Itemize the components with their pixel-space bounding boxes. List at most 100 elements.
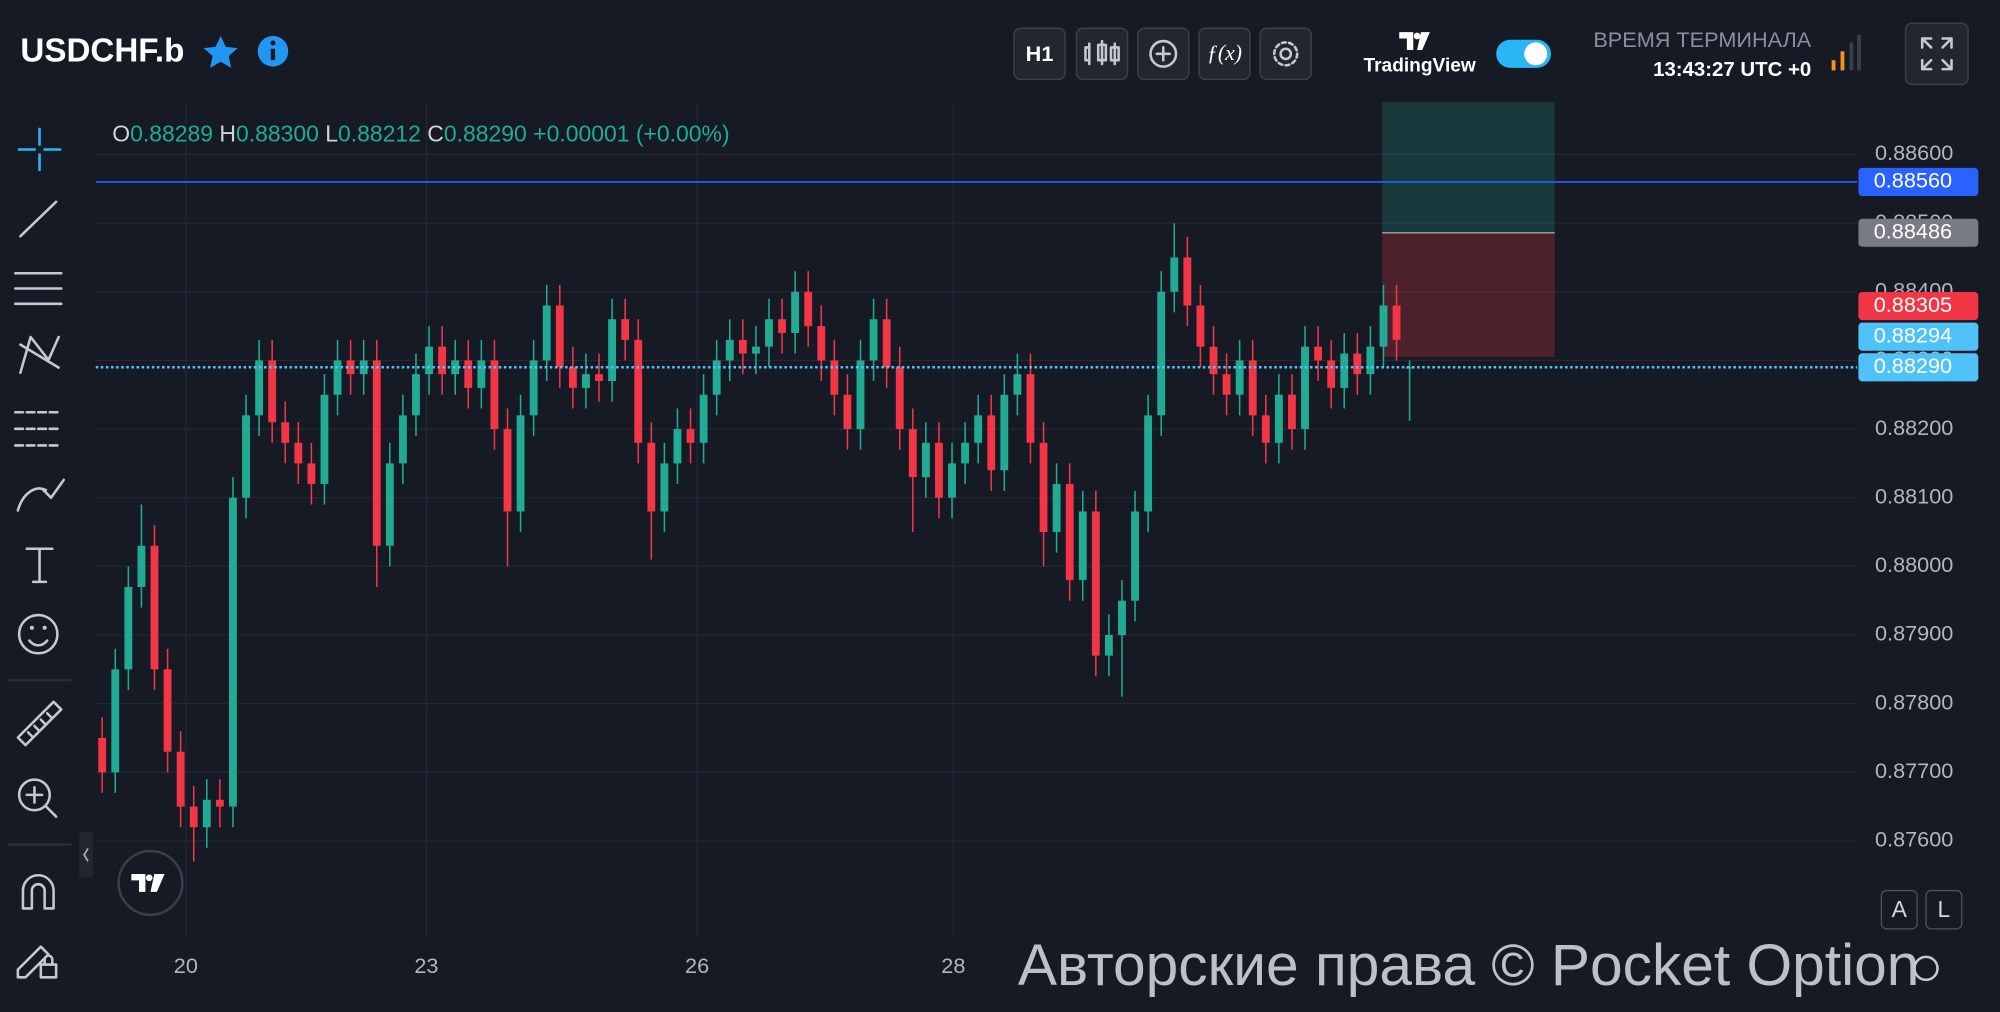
candle-body — [1235, 360, 1244, 395]
candle-body — [1261, 415, 1270, 443]
crosshair-tool[interactable] — [17, 127, 62, 172]
candle-body — [1327, 360, 1336, 388]
candle-body — [372, 360, 381, 546]
scale-button[interactable] — [1880, 889, 1918, 930]
price-tag — [1858, 353, 1979, 382]
fullscreen-button[interactable] — [1904, 22, 1969, 86]
candle-body — [830, 360, 839, 395]
tv-badge[interactable] — [117, 849, 184, 917]
candle-body — [961, 442, 970, 464]
candle-body — [137, 545, 146, 587]
info-icon[interactable] — [257, 35, 289, 67]
terminal-label: ВРЕМЯ ТЕРМИНАЛА — [1593, 27, 1811, 52]
price-tag-label: 0.88290 — [1874, 353, 1952, 378]
candle-body — [359, 360, 368, 375]
chart-type-button[interactable] — [1075, 27, 1129, 81]
candle-body — [895, 367, 904, 430]
interval-button[interactable]: H1 — [1013, 27, 1066, 81]
candle-body — [1248, 360, 1257, 416]
interval: H1 — [1026, 41, 1054, 66]
candle-body — [1301, 346, 1309, 430]
candle-body — [1104, 635, 1113, 656]
lock-tool[interactable] — [16, 945, 58, 979]
lines-tool[interactable] — [14, 271, 63, 306]
position-stop-zone — [1382, 232, 1555, 357]
candle-body — [935, 442, 943, 498]
candle-body — [189, 806, 198, 828]
scale-button[interactable] — [1925, 889, 1963, 930]
y-tick-label: 0.87700 — [1875, 758, 1953, 783]
candle-body — [268, 360, 277, 423]
candle-body — [647, 442, 656, 512]
favorite-star[interactable] — [203, 35, 238, 68]
legend-label: H — [219, 121, 236, 147]
brush-tool[interactable] — [16, 478, 66, 512]
candle-body — [255, 360, 264, 416]
legend-value: 0.88290 — [444, 121, 527, 147]
candle-body — [882, 319, 891, 368]
candle-body — [804, 291, 813, 327]
candle-body — [1039, 442, 1048, 533]
fib-tool[interactable] — [14, 410, 63, 447]
toggle[interactable] — [1496, 39, 1552, 68]
candle-body — [1392, 305, 1401, 340]
y-tick-label: 0.88100 — [1875, 483, 1953, 508]
ruler-tool[interactable] — [16, 700, 63, 747]
terminal-time: 13:43:27 UTC +0 — [1653, 59, 1811, 81]
candle-body — [477, 360, 486, 388]
candle-body — [1065, 483, 1074, 581]
candle-body — [699, 394, 708, 443]
svg-text:ƒ(x): ƒ(x) — [1207, 41, 1242, 65]
emoji-tool[interactable] — [17, 613, 59, 655]
signal-indicator — [1831, 34, 1861, 71]
candle-body — [385, 463, 394, 546]
y-tick-label: 0.88200 — [1875, 415, 1953, 440]
reset-icon[interactable] — [1913, 955, 1939, 982]
candle-body — [1091, 511, 1100, 656]
scale-button-label: A — [1892, 896, 1908, 922]
tradingview-logo: TradingView — [1363, 32, 1476, 77]
watermark: Авторские права © Pocket Option — [1018, 933, 1919, 998]
x-tick-label: 23 — [414, 953, 438, 978]
price-axis: 0.87600 0.87700 0.87800 0.87900 0.88000 0.881… — [174, 140, 1979, 978]
candle-body — [974, 415, 983, 443]
text-tool[interactable] — [25, 547, 54, 584]
candle-body — [1366, 346, 1375, 375]
candle-body — [660, 463, 669, 512]
candle-body — [242, 415, 250, 498]
candle-body — [111, 669, 120, 773]
pattern-tool[interactable] — [19, 335, 60, 374]
symbol[interactable]: USDCHF.b — [20, 32, 184, 69]
candle-body — [1013, 374, 1022, 395]
candle-body — [608, 319, 617, 382]
candle-body — [503, 429, 512, 512]
brand: TradingView — [1363, 56, 1475, 77]
candle-body — [686, 429, 695, 443]
candle-body — [595, 374, 603, 382]
candle-body — [150, 545, 159, 670]
price-tag — [1858, 322, 1979, 351]
candle-body — [412, 374, 420, 416]
position-target-zone — [1382, 102, 1555, 233]
indicator-add-button[interactable] — [1136, 27, 1190, 81]
candle-body — [621, 319, 630, 340]
y-tick-label: 0.88600 — [1875, 140, 1953, 165]
magnet-tool[interactable] — [21, 874, 55, 910]
zoom-tool[interactable] — [17, 778, 58, 818]
legend-value: 0.88300 — [236, 121, 319, 147]
functions-button[interactable]: ƒ(x) — [1198, 27, 1251, 81]
candle-body — [1000, 394, 1009, 471]
candle-body — [1170, 257, 1179, 292]
legend-label: L — [325, 121, 338, 147]
candle-body — [765, 319, 773, 347]
settings-button[interactable] — [1259, 27, 1312, 81]
trend-line-tool[interactable] — [19, 200, 58, 238]
candle-body — [98, 737, 107, 773]
candle-body — [751, 346, 760, 354]
toolbar — [7, 127, 94, 979]
candle-body — [1288, 394, 1296, 430]
y-tick-label: 0.87900 — [1875, 621, 1953, 646]
collapse-toolbar[interactable] — [79, 831, 94, 878]
legend-change: +0.00001 (+0.00%) — [533, 121, 729, 147]
